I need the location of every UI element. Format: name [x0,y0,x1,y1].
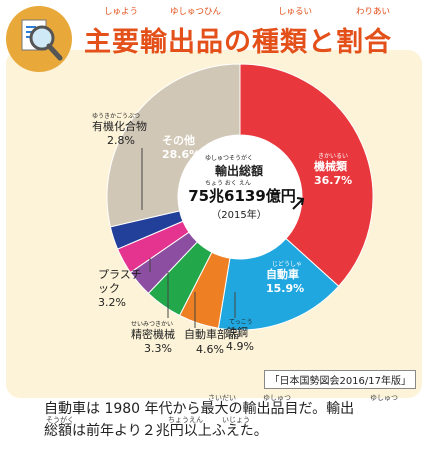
caption-ruby-1: さいだい [208,394,236,402]
caption-ruby-6: いじょう [222,416,250,424]
slice-0-label: 機械類 [314,160,347,173]
slice-1-value: 15.9% [266,282,305,295]
page-title: 主要輸出品の種類と割合 [84,27,392,58]
slice-6-ruby: ゆうきかごうぶつ [92,113,141,120]
title-ruby-3: しゅるい [278,7,313,17]
slice-7-label: その他 [162,134,195,147]
source-note: 「日本国勢図会2016/17年版」 [264,370,416,389]
slice-7-value: 28.6% [162,148,201,161]
center-year: （2015年） [211,210,267,221]
slice-5-label: プラスチック [98,268,142,295]
pie-slice-0 [239,63,374,287]
slice-3-value: 4.6% [196,343,224,356]
slice-0-ruby: きかいるい [318,153,349,160]
slice-2-ruby: てっこう [229,319,253,326]
center-total-ruby: ちょう おく えん [205,180,251,187]
caption: 自動車は 1980 年代から最大の輸出品目だ。輸出 総額は前年より２兆円以上ふえ… [44,398,419,442]
caption-line-1: 自動車は 1980 年代から最大の輸出品目だ。輸出 [44,401,355,417]
slice-4-ruby: せいみつきかい [131,321,174,328]
slice-6-label: 有機化合物 [92,120,147,133]
center-total: 75兆6139億円 [188,187,296,205]
center-title: 輸出総額 [214,164,263,178]
slice-4-label: 精密機械 [131,328,175,341]
slice-5-value: 3.2% [98,296,126,309]
caption-ruby-2: ゆしゅつ [263,394,291,402]
slice-3-label: 自動車部品 [184,328,239,341]
slice-1-ruby: じどうしゃ [272,261,303,268]
title-ruby-1: しゅよう [104,7,139,17]
caption-line-2: 総額は前年より２兆円以上ふえた。 [44,423,268,439]
slice-6-value: 2.8% [107,134,135,147]
donut-hole [178,135,302,259]
caption-ruby-3: ゆしゅつ [370,394,398,402]
caption-ruby-5: ちょうえん [168,416,203,424]
title-ruby-4: わりあい [356,7,391,17]
slice-4-value: 3.3% [144,342,172,355]
increase-arrow-icon [292,197,305,210]
slice-0-value: 36.7% [314,174,353,187]
title-ruby-2: ゆしゅつひん [170,7,222,17]
slice-2-value: 4.9% [226,340,254,353]
pie-slice-7 [106,63,241,228]
magnifier-badge-icon [6,6,72,72]
caption-ruby-4: そうがく [46,416,74,424]
center-title-ruby: ゆしゅつそうがく [205,155,254,162]
slice-1-label: 自動車 [266,268,299,281]
slice-2-label: 鉄鋼 [226,326,248,339]
